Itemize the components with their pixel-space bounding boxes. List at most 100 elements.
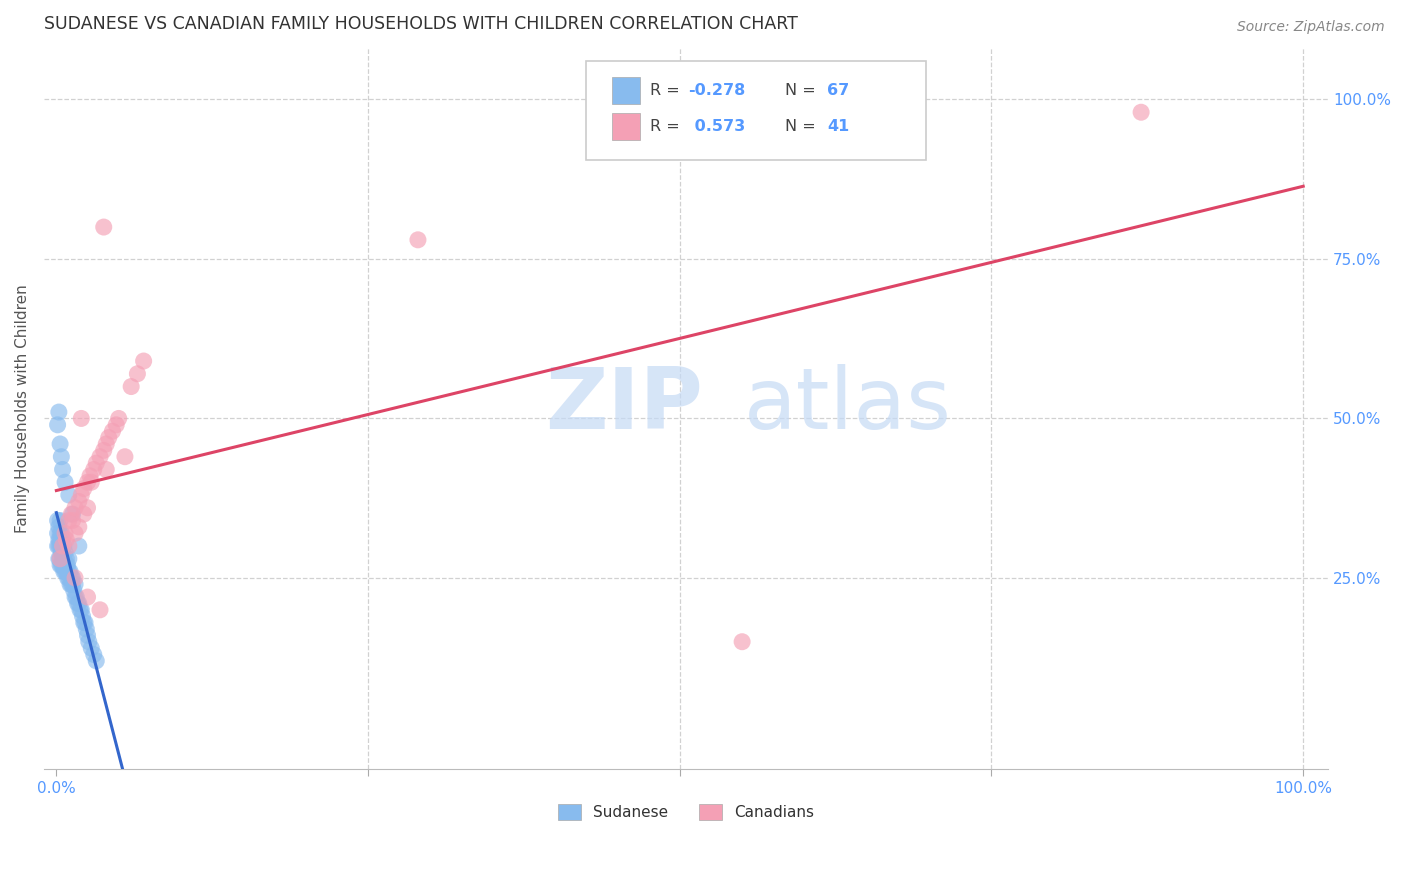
Point <box>70 603 93 617</box>
Point <box>96 462 118 476</box>
Point <box>84 456 107 470</box>
Point <box>53 558 76 573</box>
Point <box>49 437 72 451</box>
Text: 67: 67 <box>827 83 849 98</box>
Point <box>67 597 90 611</box>
Point <box>76 500 98 515</box>
Point <box>83 648 105 662</box>
Point <box>62 583 84 598</box>
Point <box>62 577 84 591</box>
Text: ZIP: ZIP <box>544 364 703 447</box>
Text: N =: N = <box>785 119 821 134</box>
Point <box>52 551 75 566</box>
Point <box>46 539 69 553</box>
Point <box>55 551 77 566</box>
Point <box>80 641 103 656</box>
Point <box>51 558 73 573</box>
Point <box>55 533 77 547</box>
Point <box>67 539 90 553</box>
Point <box>49 558 72 573</box>
Point <box>72 609 94 624</box>
Point <box>53 565 76 579</box>
Point <box>49 551 72 566</box>
Point <box>120 379 142 393</box>
Point <box>66 597 89 611</box>
Point <box>63 577 86 591</box>
Point <box>79 468 101 483</box>
Text: 41: 41 <box>827 119 849 134</box>
Point <box>59 577 82 591</box>
Text: 0.573: 0.573 <box>689 119 745 134</box>
Point <box>58 565 80 579</box>
Point <box>49 551 72 566</box>
Point <box>58 514 80 528</box>
Point <box>52 539 75 553</box>
Point <box>58 571 80 585</box>
Point <box>69 603 91 617</box>
Point <box>55 565 77 579</box>
Point <box>65 590 87 604</box>
Point <box>114 450 136 464</box>
Point <box>53 526 76 541</box>
Text: Source: ZipAtlas.com: Source: ZipAtlas.com <box>1237 20 1385 34</box>
Point <box>63 526 86 541</box>
Point <box>70 411 93 425</box>
Point <box>52 565 75 579</box>
Point <box>76 475 98 490</box>
Point <box>76 628 98 642</box>
Text: R =: R = <box>650 119 685 134</box>
Point <box>49 533 72 547</box>
Point <box>52 533 75 547</box>
Y-axis label: Family Households with Children: Family Households with Children <box>15 285 30 533</box>
Point <box>97 431 120 445</box>
FancyBboxPatch shape <box>612 112 640 140</box>
Point <box>93 220 115 235</box>
Point <box>52 539 75 553</box>
Point <box>59 565 82 579</box>
Point <box>93 443 115 458</box>
Point <box>48 551 70 566</box>
Point <box>55 558 77 573</box>
Point <box>73 482 96 496</box>
Point <box>132 354 155 368</box>
Point <box>51 450 73 464</box>
Point <box>127 367 149 381</box>
Point <box>49 526 72 541</box>
Point <box>48 405 70 419</box>
Point <box>46 417 69 432</box>
Point <box>49 514 72 528</box>
Point <box>84 654 107 668</box>
Point <box>80 475 103 490</box>
Point <box>58 488 80 502</box>
Point <box>67 494 90 508</box>
Point <box>52 545 75 559</box>
Point <box>52 462 75 476</box>
Point <box>62 514 84 528</box>
Point <box>46 514 69 528</box>
Point <box>83 462 105 476</box>
Point <box>73 615 96 630</box>
Point <box>107 411 129 425</box>
Point <box>56 558 79 573</box>
Point <box>63 590 86 604</box>
Point <box>105 417 128 432</box>
Point <box>53 475 76 490</box>
Text: R =: R = <box>650 83 685 98</box>
Point <box>52 551 75 566</box>
Point <box>76 590 98 604</box>
Point <box>51 545 73 559</box>
Point <box>52 558 75 573</box>
Point <box>58 539 80 553</box>
Point <box>89 603 111 617</box>
Point <box>62 507 84 521</box>
Point <box>60 577 83 591</box>
Point <box>731 634 754 648</box>
Text: atlas: atlas <box>744 364 952 447</box>
Point <box>58 551 80 566</box>
Point <box>60 507 83 521</box>
Point <box>75 622 97 636</box>
Point <box>46 526 69 541</box>
Point <box>48 539 70 553</box>
Point <box>406 233 429 247</box>
Point <box>1130 105 1153 120</box>
